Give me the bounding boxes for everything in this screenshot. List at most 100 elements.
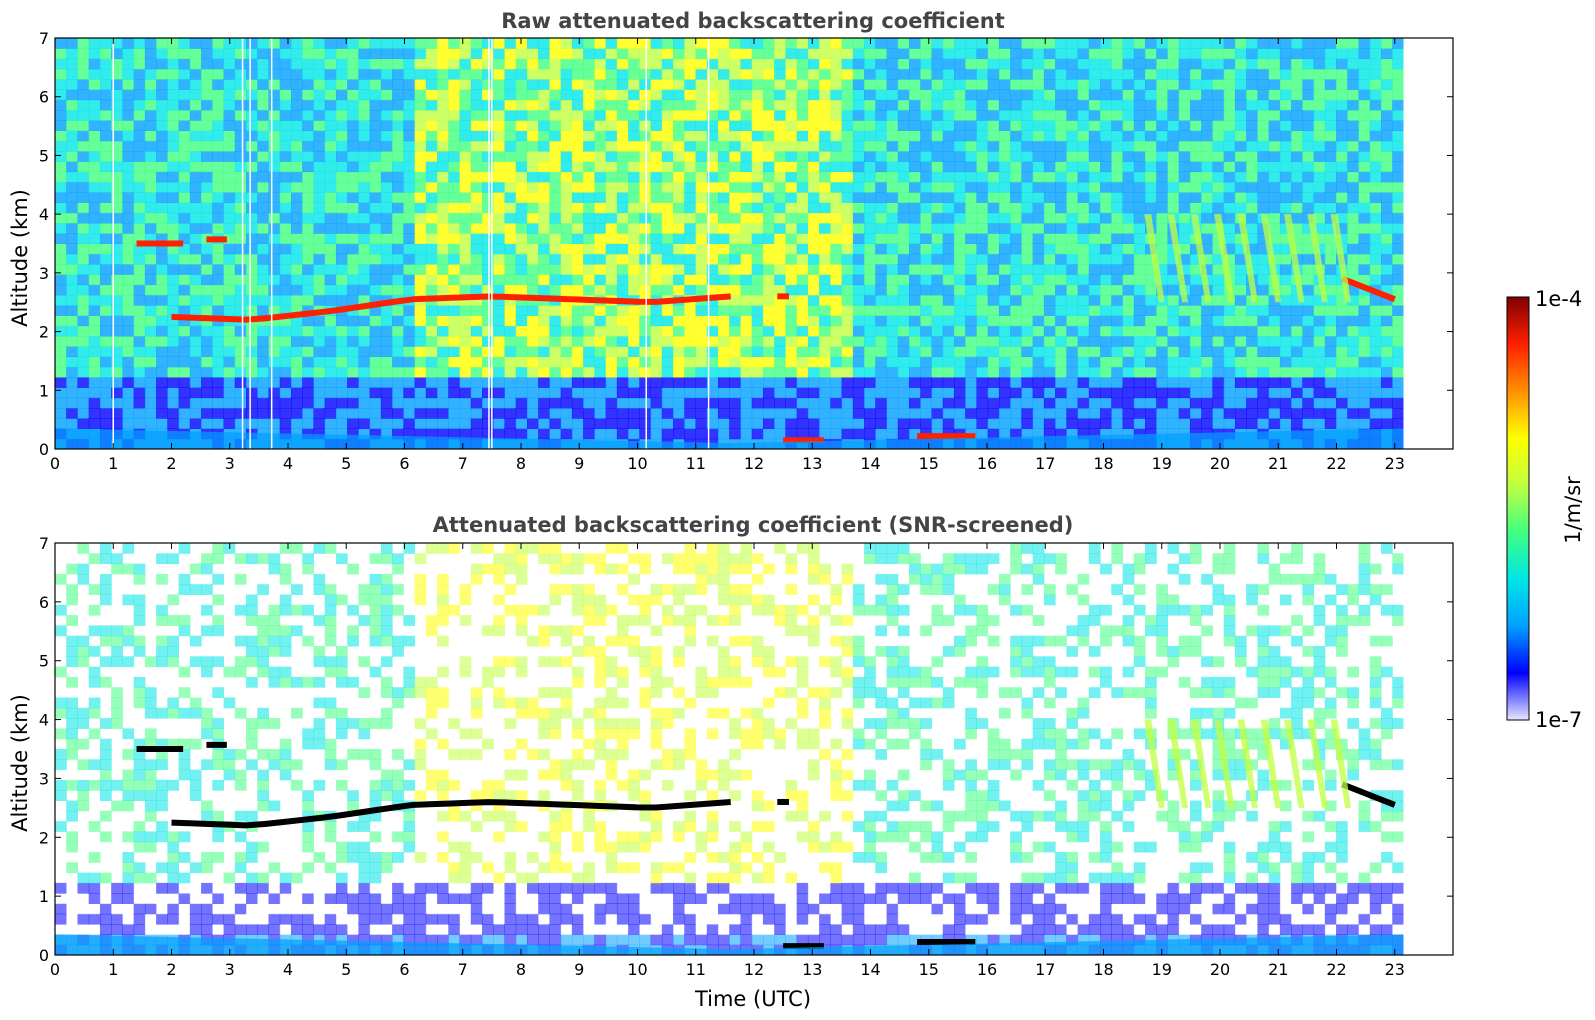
heatmap-cell <box>740 79 753 90</box>
heatmap-cell <box>459 335 472 347</box>
heatmap-cell <box>538 120 550 131</box>
heatmap-cell <box>1223 335 1236 347</box>
heatmap-cell <box>1111 181 1124 193</box>
heatmap-cell <box>774 274 786 286</box>
heatmap-cell <box>1347 38 1360 49</box>
heatmap-cell <box>1223 151 1236 162</box>
heatmap-cell <box>99 58 112 70</box>
heatmap-cell <box>1291 407 1303 419</box>
heatmap-cell <box>324 315 337 327</box>
heatmap-cell <box>1122 335 1135 347</box>
heatmap-cell <box>246 284 258 296</box>
heatmap-cell <box>470 151 483 162</box>
heatmap-cell <box>66 377 78 388</box>
heatmap-cell <box>673 109 685 121</box>
heatmap-cell <box>358 346 371 358</box>
heatmap-cell <box>729 356 741 368</box>
heatmap-cell <box>1055 418 1067 429</box>
heatmap-cell <box>77 305 90 316</box>
heatmap-cell <box>66 89 78 101</box>
heatmap-cell <box>425 284 438 296</box>
heatmap-cell <box>313 233 326 244</box>
heatmap-cell <box>987 346 1000 358</box>
heatmap-cell <box>504 356 517 368</box>
heatmap-cell <box>1392 130 1404 142</box>
heatmap-cell <box>448 305 461 316</box>
heatmap-cell <box>953 243 966 255</box>
heatmap-cell <box>335 274 348 286</box>
heatmap-cell <box>751 418 764 429</box>
heatmap-cell <box>403 356 416 368</box>
heatmap-cell <box>302 161 314 173</box>
heatmap-cell <box>953 222 966 234</box>
heatmap-cell <box>762 264 775 275</box>
heatmap-cell <box>1077 89 1090 101</box>
heatmap-cell <box>1111 284 1124 296</box>
heatmap-cell <box>650 68 663 80</box>
heatmap-cell <box>1234 387 1247 399</box>
heatmap-cell <box>1133 418 1146 429</box>
heatmap-cell <box>335 253 348 265</box>
heatmap-cell <box>1234 264 1247 275</box>
heatmap-cell <box>1291 202 1303 214</box>
heatmap-cell <box>234 346 247 358</box>
heatmap-cell <box>279 253 292 265</box>
heatmap-cell <box>1178 243 1191 255</box>
heatmap-cell <box>55 893 67 904</box>
heatmap-cell <box>223 305 236 316</box>
heatmap-cell <box>1279 294 1292 306</box>
heatmap-cell <box>762 192 775 203</box>
heatmap-cell <box>1021 58 1034 70</box>
heatmap-cell <box>1212 89 1225 101</box>
heatmap-cell <box>684 140 697 152</box>
heatmap-cell <box>257 161 270 173</box>
heatmap-cell <box>1302 274 1315 286</box>
heatmap-cell <box>628 48 640 60</box>
heatmap-cell <box>1055 335 1067 347</box>
heatmap-cell <box>1234 407 1247 419</box>
heatmap-cell <box>178 377 191 388</box>
heatmap-cell <box>1336 233 1348 244</box>
heatmap-cell <box>1381 202 1393 214</box>
heatmap-cell <box>189 233 202 244</box>
heatmap-cell <box>1369 48 1382 60</box>
heatmap-cell <box>482 68 494 80</box>
heatmap-cell <box>673 428 685 440</box>
heatmap-cell <box>347 48 359 60</box>
heatmap-cell <box>234 264 247 275</box>
heatmap-cell <box>392 58 404 70</box>
heatmap-cell <box>1212 356 1225 368</box>
y-tick-label: 3 <box>39 264 49 283</box>
heatmap-cell <box>156 68 168 80</box>
heatmap-cell <box>830 109 843 121</box>
heatmap-cell <box>313 253 326 265</box>
heatmap-cell <box>774 130 786 142</box>
heatmap-cell <box>459 243 472 255</box>
heatmap-cell <box>1381 253 1393 265</box>
heatmap-cell <box>1336 294 1348 306</box>
heatmap-cell <box>324 397 337 409</box>
heatmap-cell <box>1324 233 1337 244</box>
heatmap-cell <box>212 377 225 388</box>
heatmap-cell <box>302 387 314 399</box>
heatmap-cell <box>751 284 764 296</box>
heatmap-cell <box>1358 171 1371 183</box>
heatmap-cell <box>1279 335 1292 347</box>
heatmap-cell <box>953 387 966 399</box>
x-tick-label: 22 <box>1326 454 1346 473</box>
heatmap-cell <box>1347 212 1360 224</box>
heatmap-cell <box>178 161 191 173</box>
heatmap-cell <box>459 356 472 368</box>
heatmap-cell <box>55 749 67 760</box>
heatmap-cell <box>841 161 854 173</box>
heatmap-cell <box>1212 202 1225 214</box>
heatmap-cell <box>1100 356 1112 368</box>
heatmap-cell <box>201 58 213 70</box>
heatmap-cell <box>886 181 899 193</box>
heatmap-cell <box>796 171 809 183</box>
heatmap-cell <box>571 377 584 388</box>
heatmap-cell <box>718 243 730 255</box>
heatmap-cell <box>1032 109 1045 121</box>
heatmap-cell <box>807 202 820 214</box>
heatmap-cell <box>1246 161 1258 173</box>
